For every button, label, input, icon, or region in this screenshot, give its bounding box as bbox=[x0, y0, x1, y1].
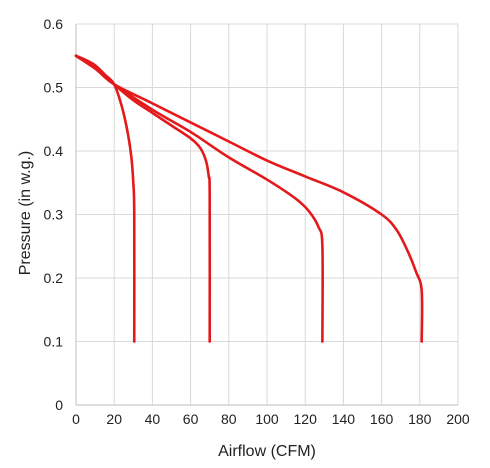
x-tick-label: 60 bbox=[183, 411, 199, 427]
y-tick-label: 0.2 bbox=[44, 270, 64, 286]
x-axis-title: Airflow (CFM) bbox=[218, 443, 316, 460]
axes bbox=[75, 24, 458, 406]
y-tick-label: 0.1 bbox=[44, 334, 64, 350]
x-tick-label: 100 bbox=[255, 411, 279, 427]
x-tick-label: 140 bbox=[332, 411, 356, 427]
series-line-1 bbox=[74, 54, 136, 343]
y-tick-label: 0 bbox=[55, 397, 63, 413]
x-tick-label: 20 bbox=[106, 411, 122, 427]
x-tick-label: 160 bbox=[370, 411, 394, 427]
y-tick-label: 0.5 bbox=[44, 80, 64, 96]
series-line-4 bbox=[74, 54, 424, 343]
x-tick-label: 180 bbox=[408, 411, 432, 427]
series-lines bbox=[74, 54, 424, 343]
tick-labels: 0 20 40 60 80 100 120 140 160 180 200 0 0.1 0.2 0.3 0.4… bbox=[44, 16, 470, 427]
x-tick-label: 120 bbox=[294, 411, 318, 427]
series-line-3 bbox=[74, 54, 324, 343]
x-tick-label: 200 bbox=[446, 411, 470, 427]
gridlines bbox=[76, 23, 459, 405]
y-tick-label: 0.4 bbox=[44, 143, 64, 159]
y-tick-label: 0.6 bbox=[44, 16, 64, 32]
x-tick-label: 0 bbox=[72, 411, 80, 427]
y-tick-label: 0.3 bbox=[44, 207, 64, 223]
x-tick-label: 40 bbox=[145, 411, 161, 427]
y-axis-title: Pressure (in w.g.) bbox=[17, 151, 34, 275]
x-tick-label: 80 bbox=[221, 411, 237, 427]
